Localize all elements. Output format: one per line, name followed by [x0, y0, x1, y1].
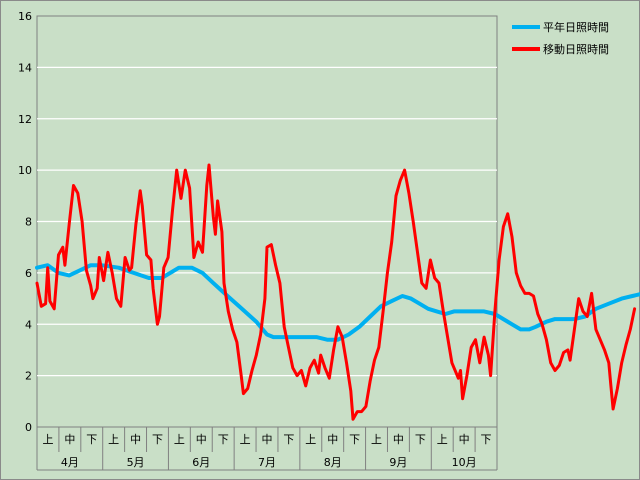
- x-group-label: 8月: [324, 456, 342, 469]
- x-group-label: 5月: [127, 456, 145, 469]
- series-lines: [35, 163, 640, 421]
- x-group-label: 10月: [452, 456, 477, 469]
- x-group-label: 7月: [258, 456, 276, 469]
- x-subcategory-label: 下: [152, 433, 163, 446]
- x-subcategory-label: 上: [305, 433, 316, 446]
- y-tick-label: 4: [25, 318, 32, 331]
- x-subcategory-label: 上: [174, 433, 185, 446]
- y-tick-label: 12: [18, 113, 32, 126]
- x-group-label: 6月: [192, 456, 210, 469]
- x-subcategory-label: 下: [349, 433, 360, 446]
- x-subcategory-label: 上: [240, 433, 251, 446]
- x-subcategory-label: 中: [262, 433, 273, 446]
- x-subcategory-label: 中: [64, 433, 75, 446]
- x-subcategory-label: 下: [86, 433, 97, 446]
- x-group-label: 9月: [389, 456, 407, 469]
- y-tick-label: 14: [18, 61, 32, 74]
- x-subcategory-label: 中: [327, 433, 338, 446]
- x-axis: 上中下4月上中下5月上中下6月上中下7月上中下8月上中下9月上中下10月: [36, 427, 498, 471]
- x-subcategory-label: 中: [196, 433, 207, 446]
- x-subcategory-label: 中: [459, 433, 470, 446]
- y-tick-label: 8: [25, 216, 32, 229]
- x-subcategory-label: 下: [218, 433, 229, 446]
- x-subcategory-label: 上: [42, 433, 53, 446]
- x-subcategory-label: 上: [108, 433, 119, 446]
- y-tick-label: 10: [18, 164, 32, 177]
- y-tick-label: 6: [25, 267, 32, 280]
- x-subcategory-label: 下: [283, 433, 294, 446]
- x-subcategory-label: 下: [481, 433, 492, 446]
- x-group-label: 4月: [61, 456, 79, 469]
- x-subcategory-label: 下: [415, 433, 426, 446]
- legend-label-normal: 平年日照時間: [543, 20, 609, 34]
- legend: 平年日照時間 移動日照時間: [512, 20, 609, 56]
- y-tick-label: 0: [25, 421, 32, 434]
- x-subcategory-label: 中: [130, 433, 141, 446]
- y-tick-label: 16: [18, 10, 32, 23]
- y-axis: 0 2 4 6 8 10 12 14 16: [18, 10, 32, 434]
- x-subcategory-label: 上: [437, 433, 448, 446]
- y-tick-label: 2: [25, 370, 32, 383]
- x-subcategory-label: 上: [371, 433, 382, 446]
- x-subcategory-label: 中: [393, 433, 404, 446]
- moving-sunshine-line: [35, 163, 637, 421]
- legend-label-moving: 移動日照時間: [543, 42, 609, 56]
